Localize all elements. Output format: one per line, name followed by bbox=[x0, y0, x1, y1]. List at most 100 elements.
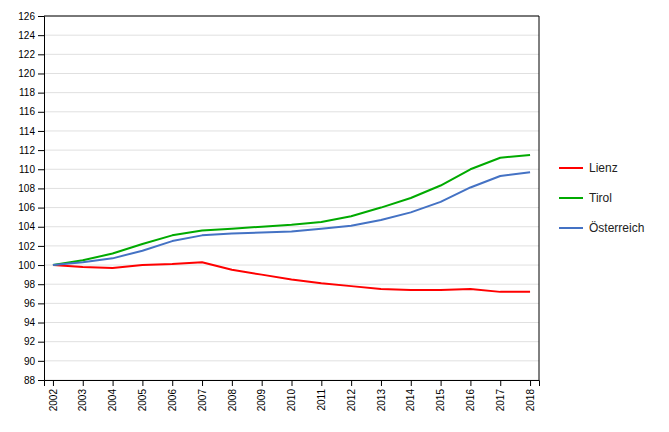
y-tick-label: 112 bbox=[19, 145, 35, 156]
grid-line bbox=[44, 188, 539, 189]
y-tick-mark bbox=[38, 112, 44, 113]
x-tick-label: 2008 bbox=[227, 389, 238, 412]
y-tick-label: 94 bbox=[24, 317, 36, 328]
y-tick: 88 bbox=[24, 375, 44, 386]
y-tick-mark bbox=[38, 380, 44, 381]
grid-line bbox=[44, 92, 539, 93]
y-tick: 98 bbox=[24, 279, 44, 290]
y-tick-mark bbox=[38, 16, 44, 17]
y-tick-mark bbox=[38, 323, 44, 324]
legend-label: Österreich bbox=[589, 221, 644, 235]
legend-item: Österreich bbox=[559, 221, 644, 235]
x-tick-label: 2007 bbox=[197, 389, 208, 412]
x-tick: 2012 bbox=[346, 380, 357, 411]
grid-line bbox=[44, 150, 539, 151]
y-tick-label: 120 bbox=[18, 68, 35, 79]
x-tick: 2008 bbox=[227, 380, 238, 411]
y-tick-mark bbox=[38, 342, 44, 343]
x-axis: 2002200320042005200620072008200920102011… bbox=[45, 380, 540, 411]
y-tick-label: 98 bbox=[24, 279, 36, 290]
legend-label: Tirol bbox=[589, 191, 612, 205]
x-tick-mark bbox=[530, 380, 531, 386]
legend-item: Tirol bbox=[559, 191, 612, 205]
y-tick-mark bbox=[38, 150, 44, 151]
x-tick-mark bbox=[292, 380, 293, 386]
x-tick: 2014 bbox=[405, 380, 416, 411]
y-tick-mark bbox=[38, 284, 44, 285]
y-tick-label: 110 bbox=[19, 164, 35, 175]
x-tick-mark bbox=[262, 380, 263, 386]
x-tick-label: 2012 bbox=[346, 389, 357, 412]
grid bbox=[44, 16, 539, 380]
grid-line bbox=[44, 245, 539, 246]
y-tick-mark bbox=[38, 35, 44, 36]
y-tick: 116 bbox=[19, 106, 44, 117]
y-tick: 92 bbox=[24, 336, 44, 347]
x-tick-mark bbox=[202, 380, 203, 386]
x-tick-mark bbox=[113, 380, 114, 386]
grid-line bbox=[44, 130, 539, 131]
x-tick-mark bbox=[351, 380, 352, 386]
y-tick-mark bbox=[38, 246, 44, 247]
grid-line bbox=[44, 35, 539, 36]
x-tick-mark bbox=[53, 380, 54, 386]
y-tick: 122 bbox=[18, 49, 44, 60]
x-tick: 2007 bbox=[197, 380, 208, 411]
plot: 2002200320042005200620072008200920102011… bbox=[18, 11, 644, 412]
frame-right bbox=[539, 16, 540, 380]
y-axis-line bbox=[38, 17, 45, 381]
series-line bbox=[53, 155, 530, 265]
x-tick-label: 2005 bbox=[137, 389, 148, 412]
grid-line bbox=[44, 226, 539, 227]
x-tick-label: 2011 bbox=[316, 389, 327, 411]
y-tick: 90 bbox=[24, 356, 44, 367]
x-tick-mark bbox=[441, 380, 442, 386]
x-tick-label: 2013 bbox=[376, 389, 387, 412]
grid-line bbox=[44, 341, 539, 342]
y-tick: 114 bbox=[19, 126, 44, 137]
grid-line bbox=[44, 303, 539, 304]
x-tick-mark bbox=[381, 380, 382, 386]
x-tick: 2015 bbox=[435, 380, 446, 411]
x-axis-line bbox=[45, 381, 540, 387]
x-tick: 2018 bbox=[525, 380, 536, 411]
y-tick: 112 bbox=[19, 145, 44, 156]
y-tick-label: 96 bbox=[24, 298, 36, 309]
x-tick: 2003 bbox=[77, 380, 88, 411]
y-tick-label: 106 bbox=[18, 202, 35, 213]
y-tick-label: 102 bbox=[18, 241, 35, 252]
grid-line bbox=[44, 322, 539, 323]
legend-swatch bbox=[559, 197, 583, 199]
y-tick-label: 92 bbox=[24, 336, 36, 347]
y-tick: 120 bbox=[18, 68, 44, 79]
y-tick-label: 118 bbox=[19, 87, 35, 98]
x-tick-label: 2009 bbox=[256, 389, 267, 412]
y-tick: 118 bbox=[19, 87, 44, 98]
y-tick-label: 104 bbox=[18, 221, 35, 232]
grid-line bbox=[44, 207, 539, 208]
frame-top bbox=[44, 16, 539, 17]
x-tick: 2006 bbox=[167, 380, 178, 411]
x-tick-mark bbox=[321, 380, 322, 386]
x-tick-label: 2015 bbox=[435, 389, 446, 412]
x-tick-mark bbox=[232, 380, 233, 386]
y-tick-label: 114 bbox=[19, 126, 35, 137]
y-tick-mark bbox=[38, 169, 44, 170]
y-tick-mark bbox=[38, 227, 44, 228]
x-tick-mark bbox=[411, 380, 412, 386]
y-tick-mark bbox=[38, 361, 44, 362]
y-tick: 106 bbox=[18, 202, 44, 213]
y-tick-label: 122 bbox=[18, 49, 35, 60]
x-tick-label: 2006 bbox=[167, 389, 178, 412]
y-tick-label: 88 bbox=[24, 375, 36, 386]
y-tick-label: 116 bbox=[19, 106, 35, 117]
x-tick: 2009 bbox=[256, 380, 267, 411]
x-tick-mark bbox=[142, 380, 143, 386]
grid-line bbox=[44, 360, 539, 361]
y-tick-mark bbox=[38, 188, 44, 189]
y-tick-mark bbox=[38, 303, 44, 304]
y-tick: 126 bbox=[18, 11, 44, 22]
x-tick: 2010 bbox=[286, 380, 297, 411]
grid-line bbox=[44, 169, 539, 170]
chart: 2002200320042005200620072008200920102011… bbox=[0, 0, 669, 432]
